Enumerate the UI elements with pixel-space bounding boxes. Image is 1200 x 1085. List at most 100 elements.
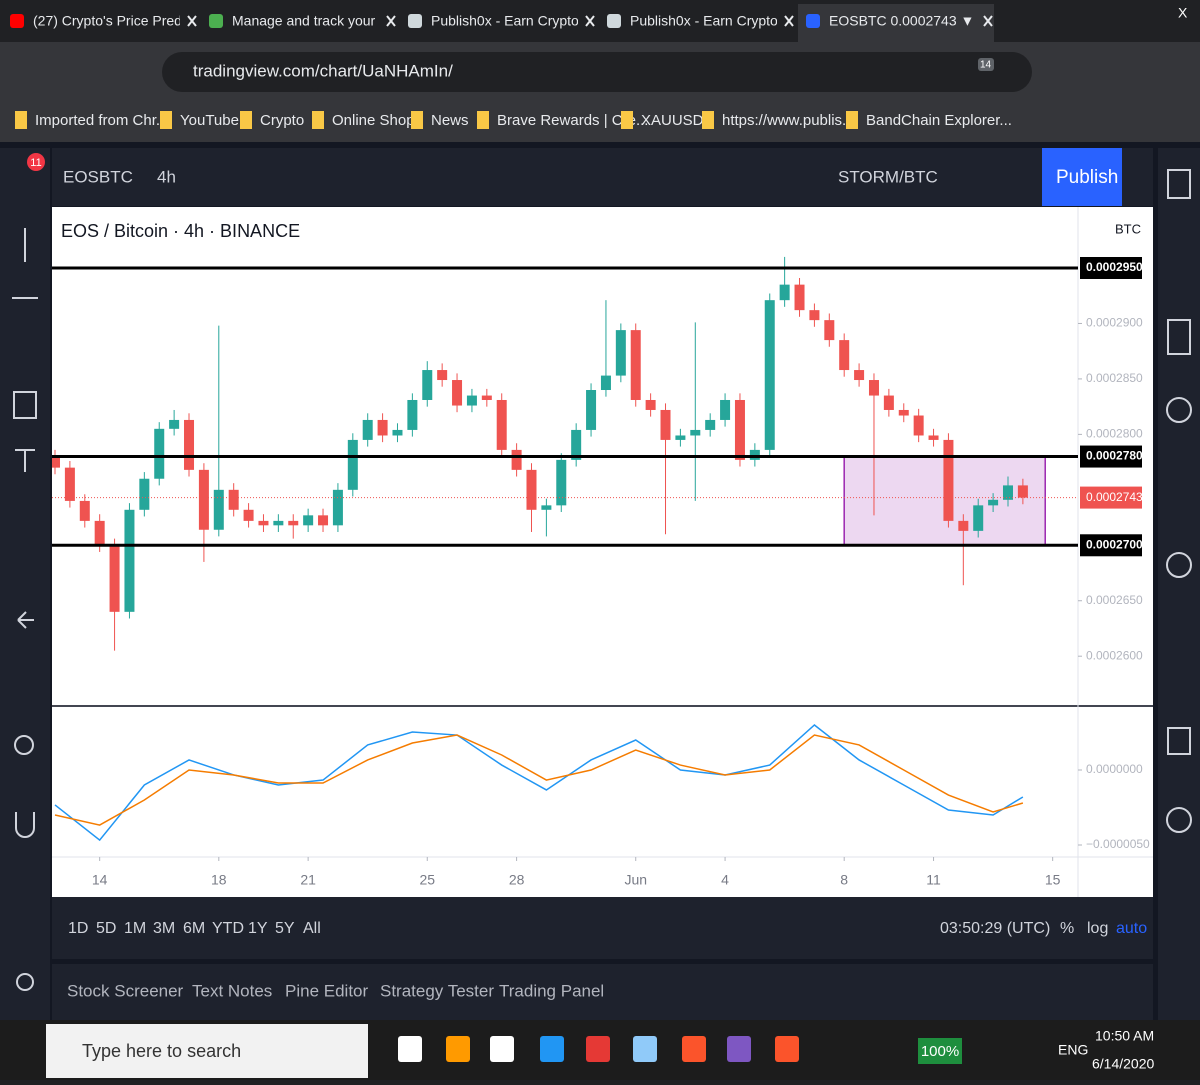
bookmark[interactable]: Crypto: [260, 112, 304, 129]
candle-body: [883, 395, 894, 410]
window-controls[interactable]: X: [1178, 5, 1188, 21]
bookmark[interactable]: News: [431, 112, 469, 129]
candle-body: [94, 520, 105, 546]
candle-body: [630, 330, 641, 400]
range-button[interactable]: 1M: [124, 920, 146, 937]
y-tick-label: 0.0002900: [1086, 316, 1143, 330]
range-button[interactable]: 5Y: [275, 920, 295, 937]
scale-option[interactable]: %: [1060, 920, 1074, 937]
y-tick-label: 0.0002850: [1086, 371, 1143, 385]
candle-body: [749, 449, 760, 460]
range-button[interactable]: 6M: [183, 920, 205, 937]
taskbar-app[interactable]: [633, 1036, 657, 1062]
taskbar-app[interactable]: [727, 1036, 751, 1062]
bookmark[interactable]: Imported from Chr...: [35, 112, 168, 129]
panel-tab[interactable]: Stock Screener: [67, 981, 184, 1000]
tab[interactable]: [2, 4, 198, 42]
bookmark-icon: [702, 111, 714, 129]
candle-body: [154, 428, 165, 479]
candle-body: [511, 449, 522, 470]
tab-icon: [607, 14, 621, 28]
price-label: 0.0002780: [1086, 449, 1143, 463]
alerts-badge: 11: [30, 157, 41, 169]
x-tick-label: 18: [211, 872, 227, 888]
bookmark-icon: [15, 111, 27, 129]
publish[interactable]: Publish: [1056, 167, 1118, 188]
panel-tab[interactable]: Strategy Tester: [380, 981, 494, 1000]
tab[interactable]: [400, 4, 596, 42]
bookmark[interactable]: https://www.publis...: [722, 112, 855, 129]
scale-option[interactable]: auto: [1116, 920, 1147, 937]
taskbar-search[interactable]: Type here to search: [82, 1041, 241, 1061]
candle-body: [898, 409, 909, 416]
candle-body: [809, 310, 820, 321]
range-button[interactable]: 1Y: [248, 920, 268, 937]
chart-area[interactable]: [52, 207, 1153, 897]
bookmark[interactable]: Online Shop: [332, 112, 415, 129]
battery: 100%: [921, 1043, 959, 1060]
candle-body: [198, 469, 209, 530]
candle-body: [437, 370, 448, 381]
bookmark-icon: [160, 111, 172, 129]
compare-symbol[interactable]: STORM/BTC: [838, 167, 938, 186]
candle-body: [1017, 485, 1028, 498]
candle-body: [734, 399, 745, 460]
bookmarks-bar: [0, 100, 1200, 142]
scale-option[interactable]: log: [1087, 920, 1108, 937]
taskbar-app[interactable]: [490, 1036, 514, 1062]
panel-tab[interactable]: Pine Editor: [285, 981, 368, 1000]
tab-title[interactable]: Publish0x - Earn Crypto for P: [431, 13, 612, 29]
tab-title[interactable]: Publish0x - Earn Cryptocurren: [630, 13, 818, 29]
y-tick-label: 0.0002600: [1086, 648, 1143, 662]
candle-body: [79, 500, 90, 521]
bookmark[interactable]: BandChain Explorer...: [866, 112, 1012, 129]
tab-title[interactable]: (27) Crypto's Price Prediction: [33, 13, 215, 29]
range-button[interactable]: All: [303, 920, 321, 937]
macd-line: [54, 724, 1024, 842]
taskbar-app[interactable]: [586, 1036, 610, 1062]
range-button[interactable]: 3M: [153, 920, 175, 937]
macd-pane: [54, 724, 1024, 842]
candle-body: [526, 469, 537, 510]
taskbar-app[interactable]: [398, 1036, 422, 1062]
clock: 03:50:29 (UTC): [940, 920, 1050, 937]
symbol[interactable]: EOSBTC: [63, 167, 133, 186]
bookmark-icon: [477, 111, 489, 129]
range-button[interactable]: 1D: [68, 920, 88, 937]
tab-title[interactable]: Manage and track your crypto: [232, 13, 417, 29]
range-button[interactable]: YTD: [212, 920, 244, 937]
bookmark[interactable]: XAUUSD: [641, 112, 704, 129]
omnibox[interactable]: [162, 52, 1032, 92]
tab-icon: [209, 14, 223, 28]
bookmark[interactable]: Brave Rewards | Cre...: [497, 112, 648, 129]
panel-tab[interactable]: Trading Panel: [499, 981, 604, 1000]
bookmark[interactable]: YouTube: [180, 112, 239, 129]
taskbar-app[interactable]: [446, 1036, 470, 1062]
url[interactable]: tradingview.com/chart/UaNHAmIn/: [193, 61, 453, 80]
price-label-bg: [1080, 445, 1142, 468]
x-tick-label: 28: [509, 872, 525, 888]
tab[interactable]: [201, 4, 397, 42]
candle-body: [586, 390, 597, 430]
interval[interactable]: 4h: [157, 167, 176, 186]
tab[interactable]: [599, 4, 795, 42]
taskbar-app[interactable]: [775, 1036, 799, 1062]
candle-body: [675, 435, 686, 440]
candle-body: [362, 419, 373, 440]
right-icons: [1166, 169, 1192, 833]
candle-body: [556, 459, 567, 506]
search-box[interactable]: [46, 1024, 368, 1078]
tab-icon: [10, 14, 24, 28]
range-button[interactable]: 5D: [96, 920, 116, 937]
publish-button[interactable]: [1042, 148, 1122, 206]
candle-body: [645, 399, 656, 410]
candle-body: [184, 419, 195, 470]
language: ENG: [1058, 1042, 1088, 1058]
tab[interactable]: [798, 4, 994, 42]
bookmark-icon: [621, 111, 633, 129]
x-tick-label: 14: [92, 872, 108, 888]
tab-title[interactable]: EOSBTC 0.0002743 ▼ −0.29%: [829, 13, 1026, 29]
panel-tab[interactable]: Text Notes: [192, 981, 272, 1000]
taskbar-app[interactable]: [540, 1036, 564, 1062]
taskbar-app[interactable]: [682, 1036, 706, 1062]
